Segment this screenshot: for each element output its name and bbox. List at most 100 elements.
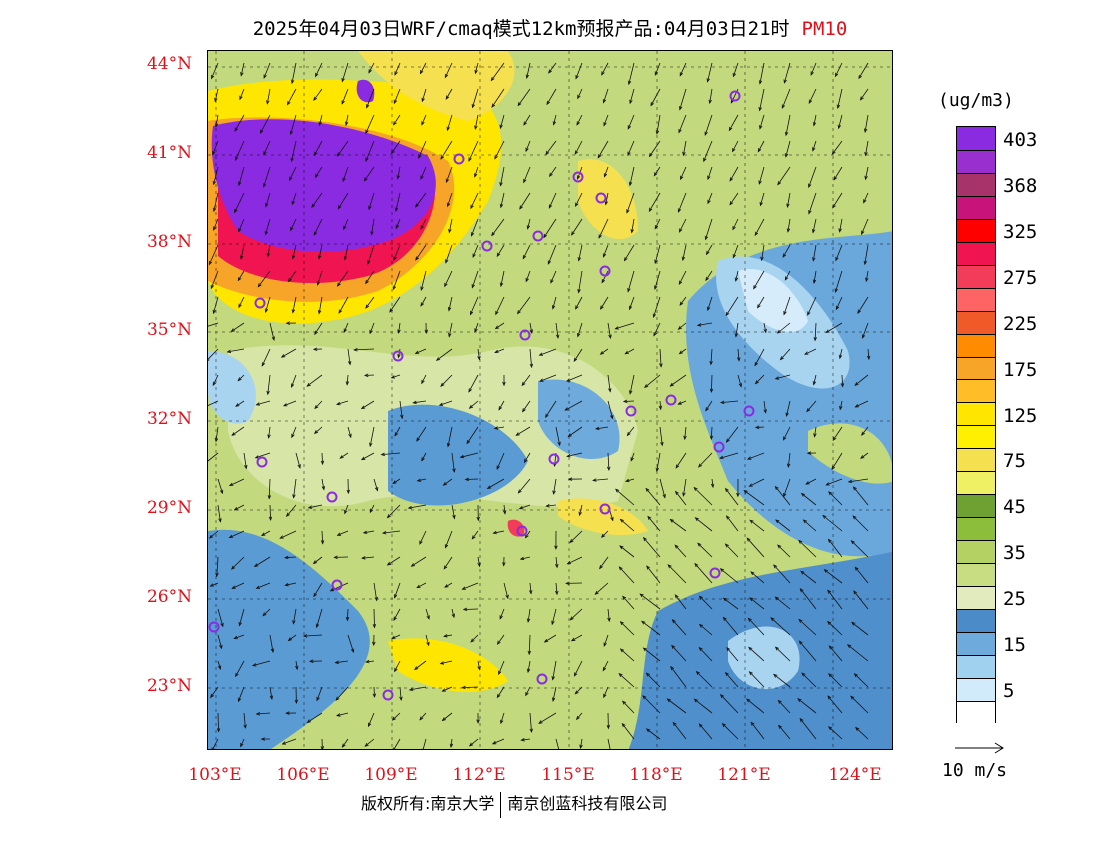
wind-vector-head (320, 540, 325, 545)
wind-vector (828, 539, 843, 558)
wind-vector (319, 114, 323, 126)
wind-vector-head (525, 277, 529, 283)
colorbar-segment (957, 494, 995, 518)
wind-vector-head (499, 124, 503, 130)
wind-vector (239, 608, 245, 626)
wind-vector-head (827, 538, 832, 543)
wind-vector (295, 660, 298, 670)
wind-vector (392, 712, 401, 721)
wind-vector (814, 322, 817, 341)
wind-vector (290, 114, 297, 135)
wind-vector-head (316, 281, 321, 286)
wind-vector (810, 62, 817, 76)
wind-vector (851, 540, 869, 558)
colorbar-tick-label: 403 (1003, 129, 1038, 151)
wind-vector-head (231, 585, 236, 589)
wind-vector-head (292, 494, 296, 499)
wind-vector (391, 374, 401, 379)
colorbar-segment (957, 471, 995, 495)
wind-vector (625, 478, 635, 482)
wind-vector-head (461, 685, 466, 690)
wind-vector-head (493, 426, 499, 430)
wind-vector (336, 400, 349, 405)
wind-vector-head (211, 74, 215, 80)
wind-vector (547, 244, 557, 265)
wind-vector-head (214, 437, 219, 443)
wind-vector-head (421, 121, 425, 126)
colorbar-tick-label: 275 (1003, 266, 1038, 289)
wind-vector (462, 582, 479, 590)
wind-vector-head (698, 646, 703, 652)
wind-vector (366, 88, 375, 108)
wind-vector (500, 114, 505, 129)
wind-vector-head (806, 408, 811, 413)
wind-vector (269, 634, 274, 653)
wind-vector-head (523, 121, 527, 126)
wind-vector-head (279, 535, 284, 539)
wind-vector-head (494, 155, 498, 160)
wind-vector-head (264, 308, 269, 314)
wind-vector-head (363, 177, 368, 182)
wind-vector-head (211, 747, 215, 749)
wind-vector (522, 400, 531, 412)
wind-vector (387, 504, 401, 518)
wind-vector-head (625, 478, 630, 483)
wind-vector-head (525, 691, 529, 697)
wind-vector-head (496, 693, 501, 699)
wind-vector-head (548, 204, 553, 209)
wind-vector-head (652, 313, 657, 318)
colorbar-segment (957, 195, 995, 219)
wind-vector (371, 218, 375, 235)
wind-vector-head (602, 253, 607, 258)
wind-vector-head (499, 615, 503, 620)
wind-vector (543, 218, 557, 238)
wind-vector-head (698, 595, 703, 600)
wind-vector-head (601, 279, 606, 284)
wind-vector (570, 608, 583, 621)
wind-vector-head (440, 155, 445, 160)
wind-vector (293, 478, 297, 498)
wind-vector-head (758, 180, 762, 185)
wind-vector-head (694, 517, 699, 522)
wind-vector-head (291, 255, 296, 260)
wind-vector-head (679, 106, 683, 111)
wind-vector (336, 712, 349, 717)
wind-vector-head (288, 277, 292, 283)
wind-vector (240, 738, 245, 747)
wind-vector (735, 270, 739, 281)
wind-vector (256, 712, 271, 715)
wind-vector (729, 166, 739, 181)
wind-vector (493, 530, 505, 534)
wind-vector (726, 647, 739, 662)
wind-vector (293, 608, 297, 624)
wind-vector-head (263, 74, 267, 79)
wind-vector (208, 452, 219, 462)
wind-vector (448, 218, 453, 233)
wind-vector (212, 738, 219, 749)
wind-vector-head (344, 121, 349, 127)
wind-vector-head (835, 305, 840, 311)
wind-vector (812, 244, 817, 261)
wind-vector (440, 140, 453, 160)
wind-vector-head (529, 363, 534, 369)
wind-vector (694, 698, 713, 714)
wind-vector (678, 322, 687, 330)
wind-vector (421, 114, 427, 125)
wind-vector-head (839, 405, 843, 411)
wind-vector-head (784, 131, 789, 137)
wind-vector (345, 114, 349, 126)
wind-vector-head (705, 407, 709, 412)
wind-vector (494, 140, 505, 159)
wind-vector-head (734, 333, 739, 338)
wind-vector-head (777, 544, 782, 549)
wind-vector-head (338, 309, 343, 314)
colorbar-tick-label: 45 (1003, 496, 1026, 519)
wind-reference-arrow (955, 742, 1004, 754)
wind-vector (474, 322, 479, 332)
wind-vector-head (552, 121, 557, 126)
wind-vector (678, 400, 687, 405)
wind-vector-head (496, 252, 501, 258)
wind-vector (653, 296, 661, 318)
wind-vector-head (812, 122, 817, 127)
wind-vector (539, 348, 557, 356)
